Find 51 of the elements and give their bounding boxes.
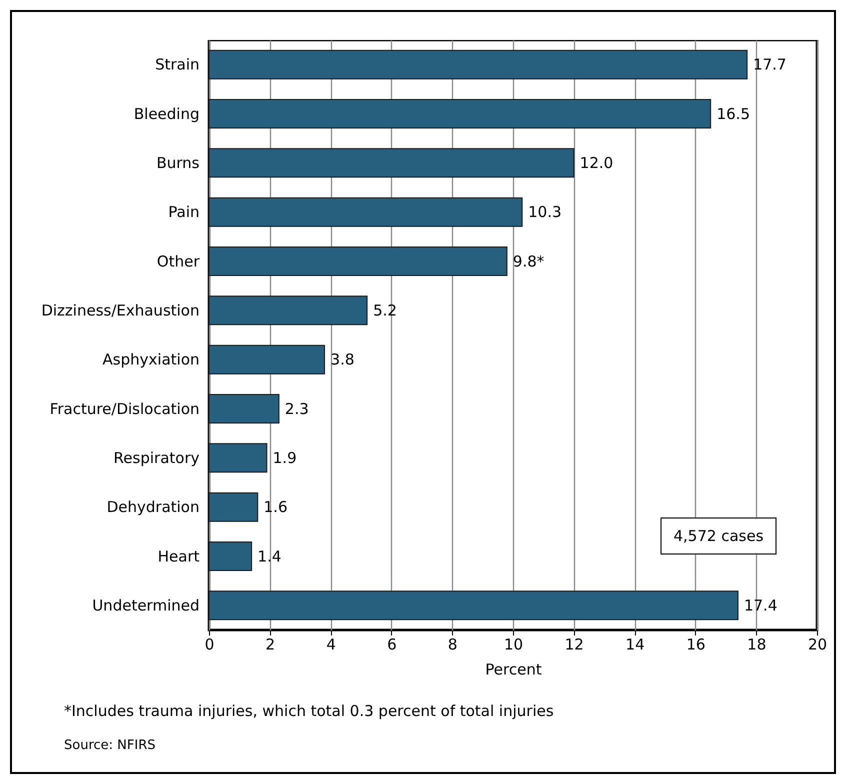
bar xyxy=(208,246,508,276)
bar xyxy=(208,443,268,473)
x-tick-label: 6 xyxy=(387,636,397,654)
x-tick-label: 10 xyxy=(504,636,524,654)
data-label: 17.4 xyxy=(744,596,778,614)
data-label: 2.3 xyxy=(284,400,309,418)
data-label: 9.8* xyxy=(512,252,545,270)
bar xyxy=(208,296,368,326)
x-tick-label: 8 xyxy=(448,636,458,654)
y-tick-label: Dehydration xyxy=(106,498,200,516)
x-tick-label: 18 xyxy=(747,636,766,654)
x-tick-label: 16 xyxy=(686,636,706,654)
y-tick-label: Heart xyxy=(158,547,200,566)
x-tick-label: 12 xyxy=(564,636,584,654)
bar xyxy=(208,394,280,424)
annotation: 4,572 cases xyxy=(673,527,764,545)
data-label: 17.7 xyxy=(753,56,786,74)
data-label: 3.8 xyxy=(330,350,354,369)
bar xyxy=(208,98,712,129)
data-label: 16.5 xyxy=(716,104,750,123)
data-label: 1.9 xyxy=(272,448,297,467)
y-tick-label: Strain xyxy=(155,56,200,74)
x-tick-label: 0 xyxy=(204,636,214,654)
data-label: 1.4 xyxy=(258,547,282,566)
x-axis-title: Percent xyxy=(485,660,542,678)
x-tick-label: 4 xyxy=(326,636,336,654)
y-tick-label: Pain xyxy=(168,203,200,222)
source-note: Source: NFIRS xyxy=(64,738,156,753)
bar xyxy=(208,148,574,178)
y-tick-label: Asphyxiation xyxy=(102,350,200,369)
data-label: 10.3 xyxy=(528,203,562,222)
y-tick-label: Respiratory xyxy=(114,448,200,467)
y-tick-label: Burns xyxy=(156,154,200,172)
bar xyxy=(208,50,748,80)
y-tick-label: Dizziness/Exhaustion xyxy=(41,301,200,320)
bar xyxy=(208,492,258,522)
bar xyxy=(208,197,523,227)
bar xyxy=(208,344,326,374)
text: *Includes trauma injuries, which total 0.3 percent of total injuries xyxy=(64,702,554,720)
y-tick-label: Bleeding xyxy=(134,104,200,123)
x-tick-label: 14 xyxy=(626,636,645,654)
x-tick-label: 20 xyxy=(808,636,828,654)
y-tick-label: Undetermined xyxy=(92,596,200,614)
y-tick-label: Other xyxy=(156,252,200,270)
x-tick-label: 2 xyxy=(266,636,276,654)
data-label: 5.2 xyxy=(373,301,397,320)
data-label: 12.0 xyxy=(580,154,614,172)
bar xyxy=(208,541,252,572)
y-tick-label: Fracture/Dislocation xyxy=(50,400,200,418)
data-label: 1.6 xyxy=(264,498,288,516)
bar xyxy=(208,590,738,620)
